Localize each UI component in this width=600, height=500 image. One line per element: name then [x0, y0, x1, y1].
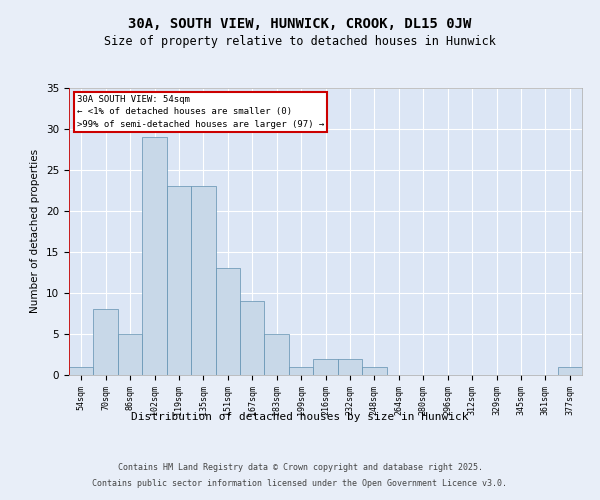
- Bar: [362, 367, 386, 375]
- Bar: [69, 367, 94, 375]
- Text: Contains public sector information licensed under the Open Government Licence v3: Contains public sector information licen…: [92, 479, 508, 488]
- Bar: [338, 358, 362, 375]
- Text: Distribution of detached houses by size in Hunwick: Distribution of detached houses by size …: [131, 412, 469, 422]
- Bar: [118, 334, 142, 375]
- Bar: [94, 310, 118, 375]
- Text: 30A SOUTH VIEW: 54sqm
← <1% of detached houses are smaller (0)
>99% of semi-deta: 30A SOUTH VIEW: 54sqm ← <1% of detached …: [77, 94, 324, 128]
- Bar: [557, 367, 582, 375]
- Bar: [313, 358, 338, 375]
- Y-axis label: Number of detached properties: Number of detached properties: [31, 149, 40, 314]
- Text: Contains HM Land Registry data © Crown copyright and database right 2025.: Contains HM Land Registry data © Crown c…: [118, 462, 482, 471]
- Bar: [265, 334, 289, 375]
- Bar: [142, 137, 167, 375]
- Bar: [167, 186, 191, 375]
- Bar: [191, 186, 215, 375]
- Bar: [240, 301, 265, 375]
- Text: 30A, SOUTH VIEW, HUNWICK, CROOK, DL15 0JW: 30A, SOUTH VIEW, HUNWICK, CROOK, DL15 0J…: [128, 18, 472, 32]
- Bar: [215, 268, 240, 375]
- Bar: [289, 367, 313, 375]
- Text: Size of property relative to detached houses in Hunwick: Size of property relative to detached ho…: [104, 35, 496, 48]
